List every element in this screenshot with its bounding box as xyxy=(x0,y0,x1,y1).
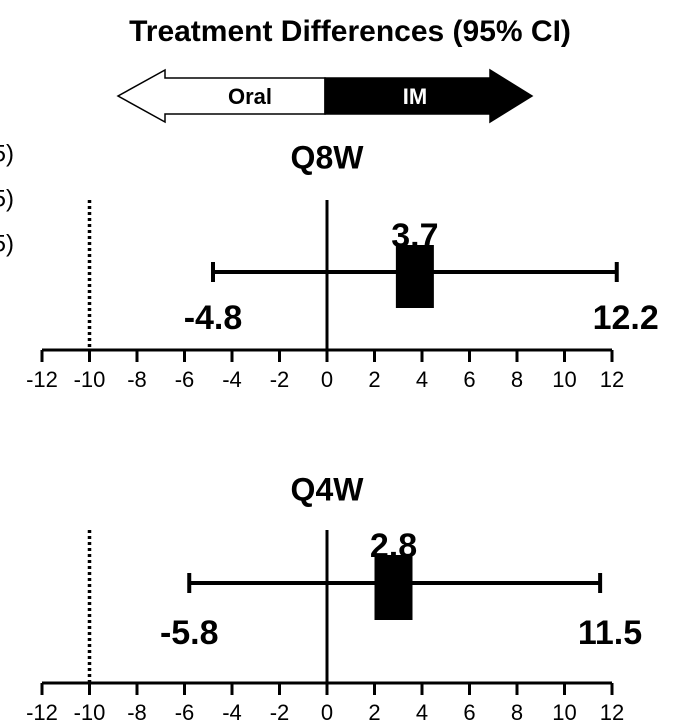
x-tick-label: -10 xyxy=(74,367,106,392)
x-tick-label: -2 xyxy=(270,700,290,725)
estimate-box xyxy=(395,245,434,308)
x-tick-label: 6 xyxy=(463,367,475,392)
x-tick-label: 0 xyxy=(321,700,333,725)
x-tick-label: 4 xyxy=(416,367,428,392)
x-tick-label: -10 xyxy=(74,700,106,725)
x-tick-label: 12 xyxy=(600,700,624,725)
x-tick-label: 6 xyxy=(463,700,475,725)
x-tick-label: 10 xyxy=(552,700,576,725)
upper-label: 11.5 xyxy=(578,614,642,652)
x-tick-label: -2 xyxy=(270,367,290,392)
x-tick-label: 8 xyxy=(511,367,523,392)
cut-text: 5) xyxy=(0,230,14,257)
upper-label: 12.2 xyxy=(593,299,659,337)
estimate-label: 2.8 xyxy=(370,527,417,565)
x-tick-label: 4 xyxy=(416,700,428,725)
x-tick-label: -6 xyxy=(175,367,195,392)
cut-text: 5) xyxy=(0,140,14,167)
x-tick-label: -8 xyxy=(127,700,147,725)
right-arrow xyxy=(324,68,534,124)
panel-title: Q8W xyxy=(291,139,365,175)
x-tick-label: -12 xyxy=(26,367,58,392)
x-tick-label: 12 xyxy=(600,367,624,392)
x-tick-label: 8 xyxy=(511,700,523,725)
arrow-label: IM xyxy=(403,84,427,109)
estimate-label: 3.7 xyxy=(391,217,438,255)
x-tick-label: -6 xyxy=(175,700,195,725)
x-tick-label: 2 xyxy=(368,700,380,725)
x-tick-label: -4 xyxy=(222,367,242,392)
x-tick-label: -12 xyxy=(26,700,58,725)
panel-title: Q4W xyxy=(291,471,365,507)
cut-text: 5) xyxy=(0,185,14,212)
x-tick-label: 2 xyxy=(368,367,380,392)
arrow-label: Oral xyxy=(228,84,272,109)
x-tick-label: 0 xyxy=(321,367,333,392)
estimate-box xyxy=(374,555,413,620)
left-arrow xyxy=(116,68,326,124)
x-tick-label: -4 xyxy=(222,700,242,725)
x-tick-label: -8 xyxy=(127,367,147,392)
lower-label: -5.8 xyxy=(160,614,219,652)
chart-title: Treatment Differences (95% CI) xyxy=(129,15,571,48)
x-tick-label: 10 xyxy=(552,367,576,392)
lower-label: -4.8 xyxy=(184,299,243,337)
